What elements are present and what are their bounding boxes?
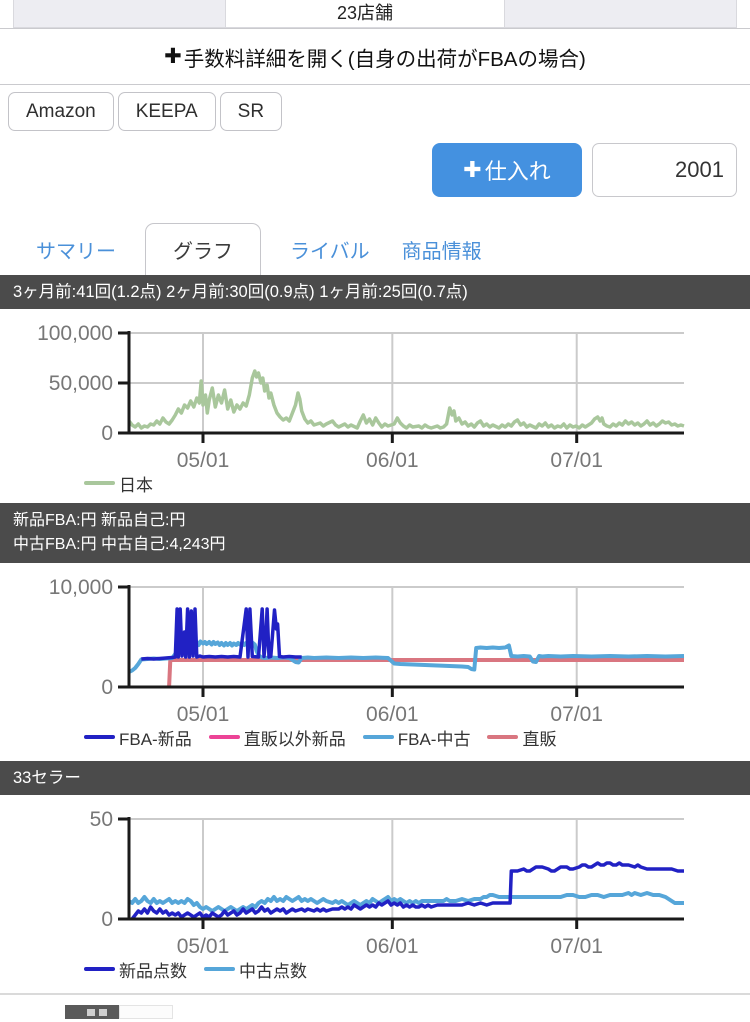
legend-item: FBA-新品: [84, 725, 192, 750]
legend-item: 直販以外新品: [208, 725, 346, 750]
x-tick-label: 06/01: [366, 449, 419, 469]
tab-rivals[interactable]: ライバル: [290, 241, 370, 263]
legend-label: 日本: [119, 475, 153, 495]
x-tick-label: 06/01: [366, 703, 419, 723]
price-chart-header: 新品FBA:円 新品自己:円 中古FBA:円 中古自己:4,243円: [0, 503, 750, 563]
legend-label: 直販以外新品: [243, 729, 346, 749]
legend-swatch: [362, 735, 394, 739]
price-chart-block: 新品FBA:円 新品自己:円 中古FBA:円 中古自己:4,243円 0 10,0…: [0, 503, 750, 751]
legend-label: 中古点数: [239, 961, 307, 981]
keepa-button[interactable]: KEEPA: [117, 92, 216, 131]
fee-toggle-label: 手数料詳細を開く(自身の出荷がFBAの場合): [183, 47, 586, 71]
legend-label: FBA-新品: [119, 729, 192, 749]
legend-item: FBA-中古: [362, 725, 471, 750]
legend-swatch: [204, 967, 235, 971]
series-line: [127, 891, 684, 913]
ranking-chart-block: 3ヶ月前:41回(1.2点) 2ヶ月前:30回(0.9点) 1ヶ月前:25回(0…: [0, 275, 750, 497]
legend-label: 新品点数: [119, 961, 187, 981]
legend-item: 直販: [487, 725, 556, 750]
price-header-line-1: 新品FBA:円 新品自己:円: [13, 512, 186, 529]
ranking-chart-header: 3ヶ月前:41回(1.2点) 2ヶ月前:30回(0.9点) 1ヶ月前:25回(0…: [0, 275, 750, 309]
fragment-square-icon: [99, 1009, 107, 1016]
plus-icon: ✚: [164, 45, 182, 68]
seller-chart-header: 33セラー: [0, 761, 750, 795]
fragment-square-icon: [87, 1009, 95, 1016]
series-line: [127, 369, 685, 430]
series-line: [141, 607, 302, 661]
legend-item: 中古点数: [204, 957, 307, 982]
legend-swatch: [84, 735, 115, 739]
price-chart: 0 10,000 05/01 06/01 07/01: [49, 576, 685, 723]
legend-swatch: [84, 967, 115, 971]
source-buttons-row: Amazon KEEPA SR: [8, 92, 750, 131]
next-row-fragment: [0, 1005, 750, 1019]
legend-label: 直販: [522, 729, 557, 749]
x-tick-label: 07/01: [550, 935, 603, 955]
ranking-chart-legend: 日本: [84, 469, 750, 497]
x-tick-label: 06/01: [366, 935, 419, 955]
legend-swatch: [487, 735, 519, 739]
x-tick-label: 05/01: [177, 703, 230, 723]
purchase-row: ✚ 仕入れ: [0, 143, 750, 197]
row-right-gap: [737, 0, 750, 28]
seller-chart-legend: 新品点数 中古点数: [84, 955, 750, 983]
x-tick-label: 07/01: [550, 449, 603, 469]
empty-cell-left: [13, 0, 225, 28]
price-chart-legend: FBA-新品 直販以外新品 FBA-中古 直販: [84, 723, 750, 751]
y-tick-label: 50,000: [49, 372, 113, 395]
ranking-chart: 0 50,000 100,000 05/01 06/01 07/01: [37, 322, 685, 469]
amazon-button[interactable]: Amazon: [8, 92, 114, 131]
store-count-cell[interactable]: 23店舗: [225, 0, 505, 28]
y-tick-label: 10,000: [49, 576, 113, 599]
seller-count-chart: 0 50 05/01 06/01 07/01: [90, 808, 684, 955]
fragment-dark-cell: [65, 1005, 119, 1019]
x-tick-label: 05/01: [177, 935, 230, 955]
empty-cell-right: [505, 0, 737, 28]
y-tick-label: 50: [90, 808, 113, 831]
y-tick-label: 0: [101, 422, 113, 445]
x-tick-label: 05/01: [177, 449, 230, 469]
tab-bar: サマリー グラフ ライバル 商品情報: [0, 223, 750, 275]
legend-item: 日本: [84, 471, 153, 496]
y-tick-label: 100,000: [37, 322, 113, 345]
purchase-button[interactable]: ✚ 仕入れ: [432, 143, 582, 197]
legend-label: FBA-中古: [397, 729, 471, 749]
legend-swatch: [84, 481, 115, 485]
x-tick-label: 07/01: [550, 703, 603, 723]
fee-details-toggle[interactable]: ✚ 手数料詳細を開く(自身の出荷がFBAの場合): [0, 28, 750, 85]
tab-graph[interactable]: グラフ: [145, 223, 261, 275]
seller-chart-block: 33セラー 0 50 05/01 06/01 07/01 新品点数 中古点数: [0, 761, 750, 983]
purchase-button-label: 仕入れ: [484, 159, 551, 184]
row-left-gap: [0, 0, 13, 28]
tab-product-info[interactable]: 商品情報: [401, 241, 482, 263]
tab-summary[interactable]: サマリー: [36, 241, 116, 263]
store-count-row: 23店舗: [0, 0, 750, 28]
bottom-divider: [0, 993, 750, 995]
fragment-light-cell: [119, 1005, 173, 1019]
sr-button[interactable]: SR: [219, 92, 283, 131]
y-tick-label: 0: [101, 676, 113, 699]
legend-item: 新品点数: [84, 957, 187, 982]
quantity-input[interactable]: [592, 143, 737, 197]
series-line: [130, 861, 684, 921]
y-tick-label: 0: [101, 908, 113, 931]
legend-swatch: [208, 735, 240, 739]
price-header-line-2: 中古FBA:円 中古自己:4,243円: [13, 536, 226, 553]
plus-icon: ✚: [463, 157, 482, 182]
